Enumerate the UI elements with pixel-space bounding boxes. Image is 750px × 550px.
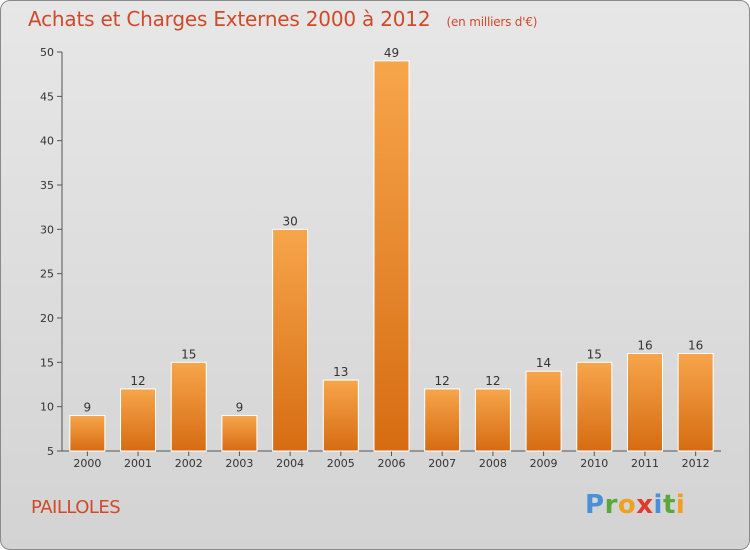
- proxiti-logo: Proxiti: [585, 490, 686, 520]
- x-tick-label: 2011: [631, 457, 659, 470]
- y-tick-label: 25: [40, 268, 54, 281]
- y-tick-label: 30: [40, 223, 54, 236]
- chart-title: Achats et Charges Externes 2000 à 2012 (…: [28, 7, 537, 31]
- bar: [424, 388, 461, 452]
- commune-name: PAILLOLES: [31, 497, 121, 518]
- bar: [626, 352, 663, 452]
- bar: [170, 361, 207, 452]
- bar: [120, 388, 157, 452]
- bar-value-label: 16: [637, 338, 652, 352]
- y-tick-label: 20: [40, 312, 54, 325]
- bar: [373, 60, 410, 452]
- x-tick-label: 2009: [530, 457, 558, 470]
- chart-labels: 2000 9 2001 12 2002 15 2003 9 2004 30 2005 13 2006 49…: [73, 46, 709, 470]
- bar-value-label: 12: [485, 374, 500, 388]
- x-tick-label: 2004: [276, 457, 304, 470]
- x-tick-label: 2005: [327, 457, 355, 470]
- bar-value-label: 49: [384, 46, 399, 60]
- bar-value-label: 9: [236, 401, 244, 415]
- chart-bars: [69, 60, 714, 452]
- bar-value-label: 12: [435, 374, 450, 388]
- bar: [525, 370, 562, 452]
- y-tick-label: 35: [40, 179, 54, 192]
- x-tick-label: 2008: [479, 457, 507, 470]
- x-tick-label: 2007: [428, 457, 456, 470]
- bar-value-label: 30: [282, 214, 297, 228]
- title-text: Achats et Charges Externes 2000 à 2012: [28, 7, 431, 31]
- bar-value-label: 12: [130, 374, 145, 388]
- bar: [474, 388, 511, 452]
- bar-value-label: 16: [688, 338, 703, 352]
- y-tick-label: 15: [40, 356, 54, 369]
- bar-value-label: 13: [333, 365, 348, 379]
- y-tick-label: 40: [40, 135, 54, 148]
- y-tick-label: 5: [47, 445, 54, 458]
- x-tick-label: 2012: [682, 457, 710, 470]
- y-tick-label: 50: [40, 46, 54, 59]
- x-tick-label: 2001: [124, 457, 152, 470]
- bar: [221, 415, 258, 452]
- bar-value-label: 9: [84, 401, 92, 415]
- bar-value-label: 15: [587, 347, 602, 361]
- x-tick-label: 2002: [175, 457, 203, 470]
- bar: [322, 379, 359, 452]
- bar-value-label: 14: [536, 356, 551, 370]
- x-tick-label: 2003: [225, 457, 253, 470]
- x-tick-label: 2006: [378, 457, 406, 470]
- y-tick-label: 45: [40, 90, 54, 103]
- x-tick-label: 2010: [580, 457, 608, 470]
- bar-value-label: 15: [181, 347, 196, 361]
- chart-subtitle: (en milliers d'€): [446, 15, 538, 29]
- x-tick-label: 2000: [73, 457, 101, 470]
- bar: [576, 361, 613, 452]
- bar: [272, 228, 309, 452]
- bar: [69, 415, 106, 452]
- bar: [677, 352, 714, 452]
- y-tick-label: 10: [40, 401, 54, 414]
